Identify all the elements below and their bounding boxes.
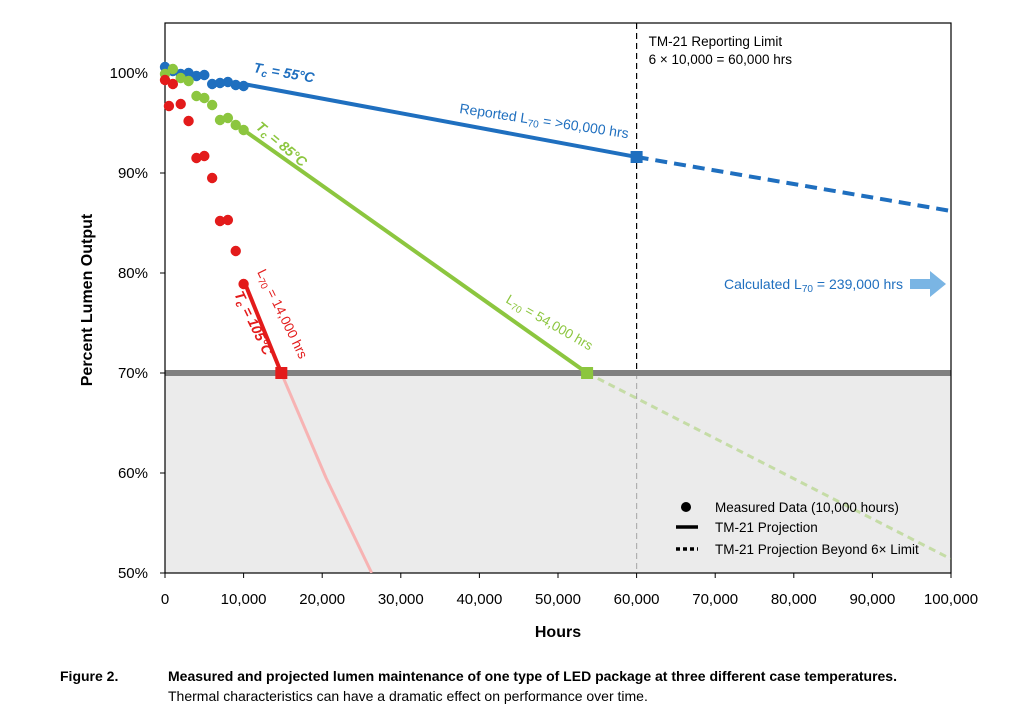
series-tc55-point bbox=[238, 80, 249, 92]
x-tick-label: 60,000 bbox=[614, 591, 660, 608]
chart-legend: Measured Data (10,000 hours) TM-21 Projec… bbox=[676, 500, 919, 557]
series-tc85-point bbox=[175, 72, 186, 84]
lumen-maintenance-chart: 0 10,000 20,000 30,000 40,000 50,000 60,000 70,… bbox=[79, 22, 978, 641]
series-tc55-projection bbox=[243, 82, 637, 159]
series-tc55-point bbox=[222, 76, 234, 88]
series-tc85-point bbox=[183, 75, 194, 87]
x-axis-label: Hours bbox=[535, 624, 581, 641]
figure-subtitle: Thermal characteristics can have a drama… bbox=[168, 688, 648, 704]
series-tc105-point bbox=[238, 278, 249, 290]
x-tick-label: 40,000 bbox=[456, 591, 502, 608]
series-tc105-point bbox=[167, 78, 179, 90]
series-tc105-point bbox=[222, 214, 234, 226]
figure-label: Figure 2. bbox=[60, 668, 119, 684]
y-tick-label: 70% bbox=[118, 365, 148, 382]
x-tick-label: 30,000 bbox=[378, 591, 424, 608]
series-tc105-point bbox=[183, 115, 194, 127]
series-tc85-point bbox=[238, 124, 249, 136]
legend-label-projection-beyond: TM-21 Projection Beyond 6× Limit bbox=[715, 542, 919, 557]
series-tc85-marker bbox=[581, 367, 594, 379]
series-tc55-projection-beyond bbox=[636, 155, 951, 213]
series-tc55-calculated: Calculated L70 = 239,000 hrs bbox=[724, 276, 903, 295]
y-axis-label: Percent Lumen Output bbox=[79, 213, 96, 386]
y-tick-label: 80% bbox=[118, 265, 148, 282]
figure-title: Measured and projected lumen maintenance… bbox=[168, 668, 897, 684]
y-tick-label: 50% bbox=[118, 565, 148, 582]
series-tc85-projection bbox=[242, 128, 589, 375]
legend-label-projection: TM-21 Projection bbox=[715, 520, 818, 535]
series-tc55-point bbox=[214, 77, 226, 89]
series-tc105-point bbox=[159, 74, 171, 86]
series-tc55-point bbox=[183, 67, 194, 79]
series-tc55-point bbox=[191, 70, 202, 82]
series-tc105-projection bbox=[241, 279, 284, 374]
series-tc85-point bbox=[199, 92, 210, 104]
legend-label-measured: Measured Data (10,000 hours) bbox=[715, 500, 899, 515]
x-tick-label: 10,000 bbox=[221, 591, 267, 608]
series-tc55-point bbox=[199, 69, 210, 81]
series-tc85-point bbox=[206, 99, 218, 111]
x-tick-label: 90,000 bbox=[849, 591, 895, 608]
series-tc105-projection-beyond bbox=[279, 372, 374, 573]
y-tick-label: 60% bbox=[118, 465, 148, 482]
x-tick-label: 50,000 bbox=[535, 591, 581, 608]
x-tick-label: 70,000 bbox=[692, 591, 738, 608]
x-tick-label: 80,000 bbox=[771, 591, 817, 608]
series-tc55-point bbox=[206, 78, 218, 90]
series-tc105-point bbox=[199, 150, 210, 162]
x-tick-label: 0 bbox=[161, 591, 169, 608]
y-tick-label: 100% bbox=[110, 65, 148, 82]
arrow-right-icon bbox=[910, 271, 946, 297]
series-tc105-point bbox=[230, 245, 241, 257]
reporting-limit-formula: 6 × 10,000 = 60,000 hrs bbox=[649, 52, 793, 67]
x-tick-label: 20,000 bbox=[299, 591, 345, 608]
series-tc85-point bbox=[222, 112, 234, 124]
legend-marker-measured bbox=[681, 502, 691, 512]
series-tc85-point bbox=[167, 63, 179, 75]
x-tick-label: 100,000 bbox=[924, 591, 978, 608]
series-tc85-point bbox=[230, 119, 241, 131]
y-tick-label: 90% bbox=[118, 165, 148, 182]
series-tc105-point bbox=[175, 98, 186, 110]
series-tc105-point bbox=[214, 215, 226, 227]
series-tc85-point bbox=[214, 114, 226, 126]
series-tc105-point bbox=[191, 152, 202, 164]
series-tc55-marker bbox=[630, 151, 643, 163]
reporting-limit-label: TM-21 Reporting Limit bbox=[649, 34, 783, 49]
series-tc105-marker bbox=[275, 367, 288, 379]
series-tc105-point bbox=[206, 172, 218, 184]
series-tc105-point bbox=[163, 100, 175, 112]
series-tc85-point bbox=[191, 90, 202, 102]
series-tc85-projection-beyond bbox=[586, 371, 951, 561]
series-tc55-point bbox=[230, 79, 241, 91]
